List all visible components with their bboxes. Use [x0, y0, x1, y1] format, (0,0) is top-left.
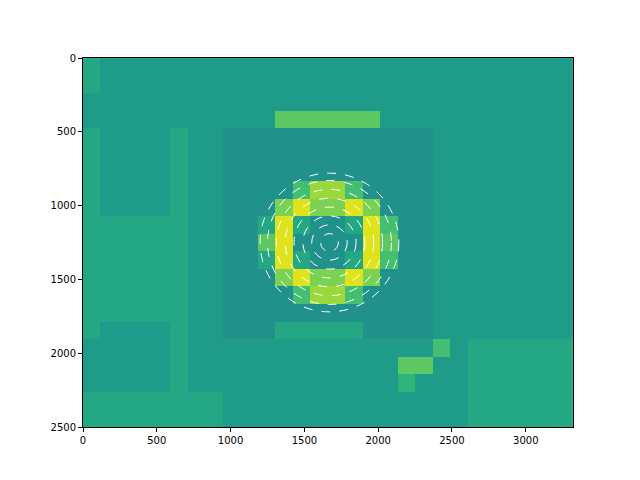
svg-text:500: 500: [147, 435, 166, 446]
svg-text:1000: 1000: [51, 200, 76, 211]
svg-text:1500: 1500: [51, 274, 76, 285]
svg-text:2500: 2500: [439, 435, 464, 446]
svg-text:2000: 2000: [365, 435, 390, 446]
svg-text:1500: 1500: [292, 435, 317, 446]
svg-text:3000: 3000: [513, 435, 538, 446]
svg-text:0: 0: [70, 53, 76, 64]
svg-text:2000: 2000: [51, 348, 76, 359]
svg-text:500: 500: [57, 126, 76, 137]
svg-text:1000: 1000: [218, 435, 243, 446]
svg-text:0: 0: [80, 435, 86, 446]
svg-text:2500: 2500: [51, 422, 76, 433]
